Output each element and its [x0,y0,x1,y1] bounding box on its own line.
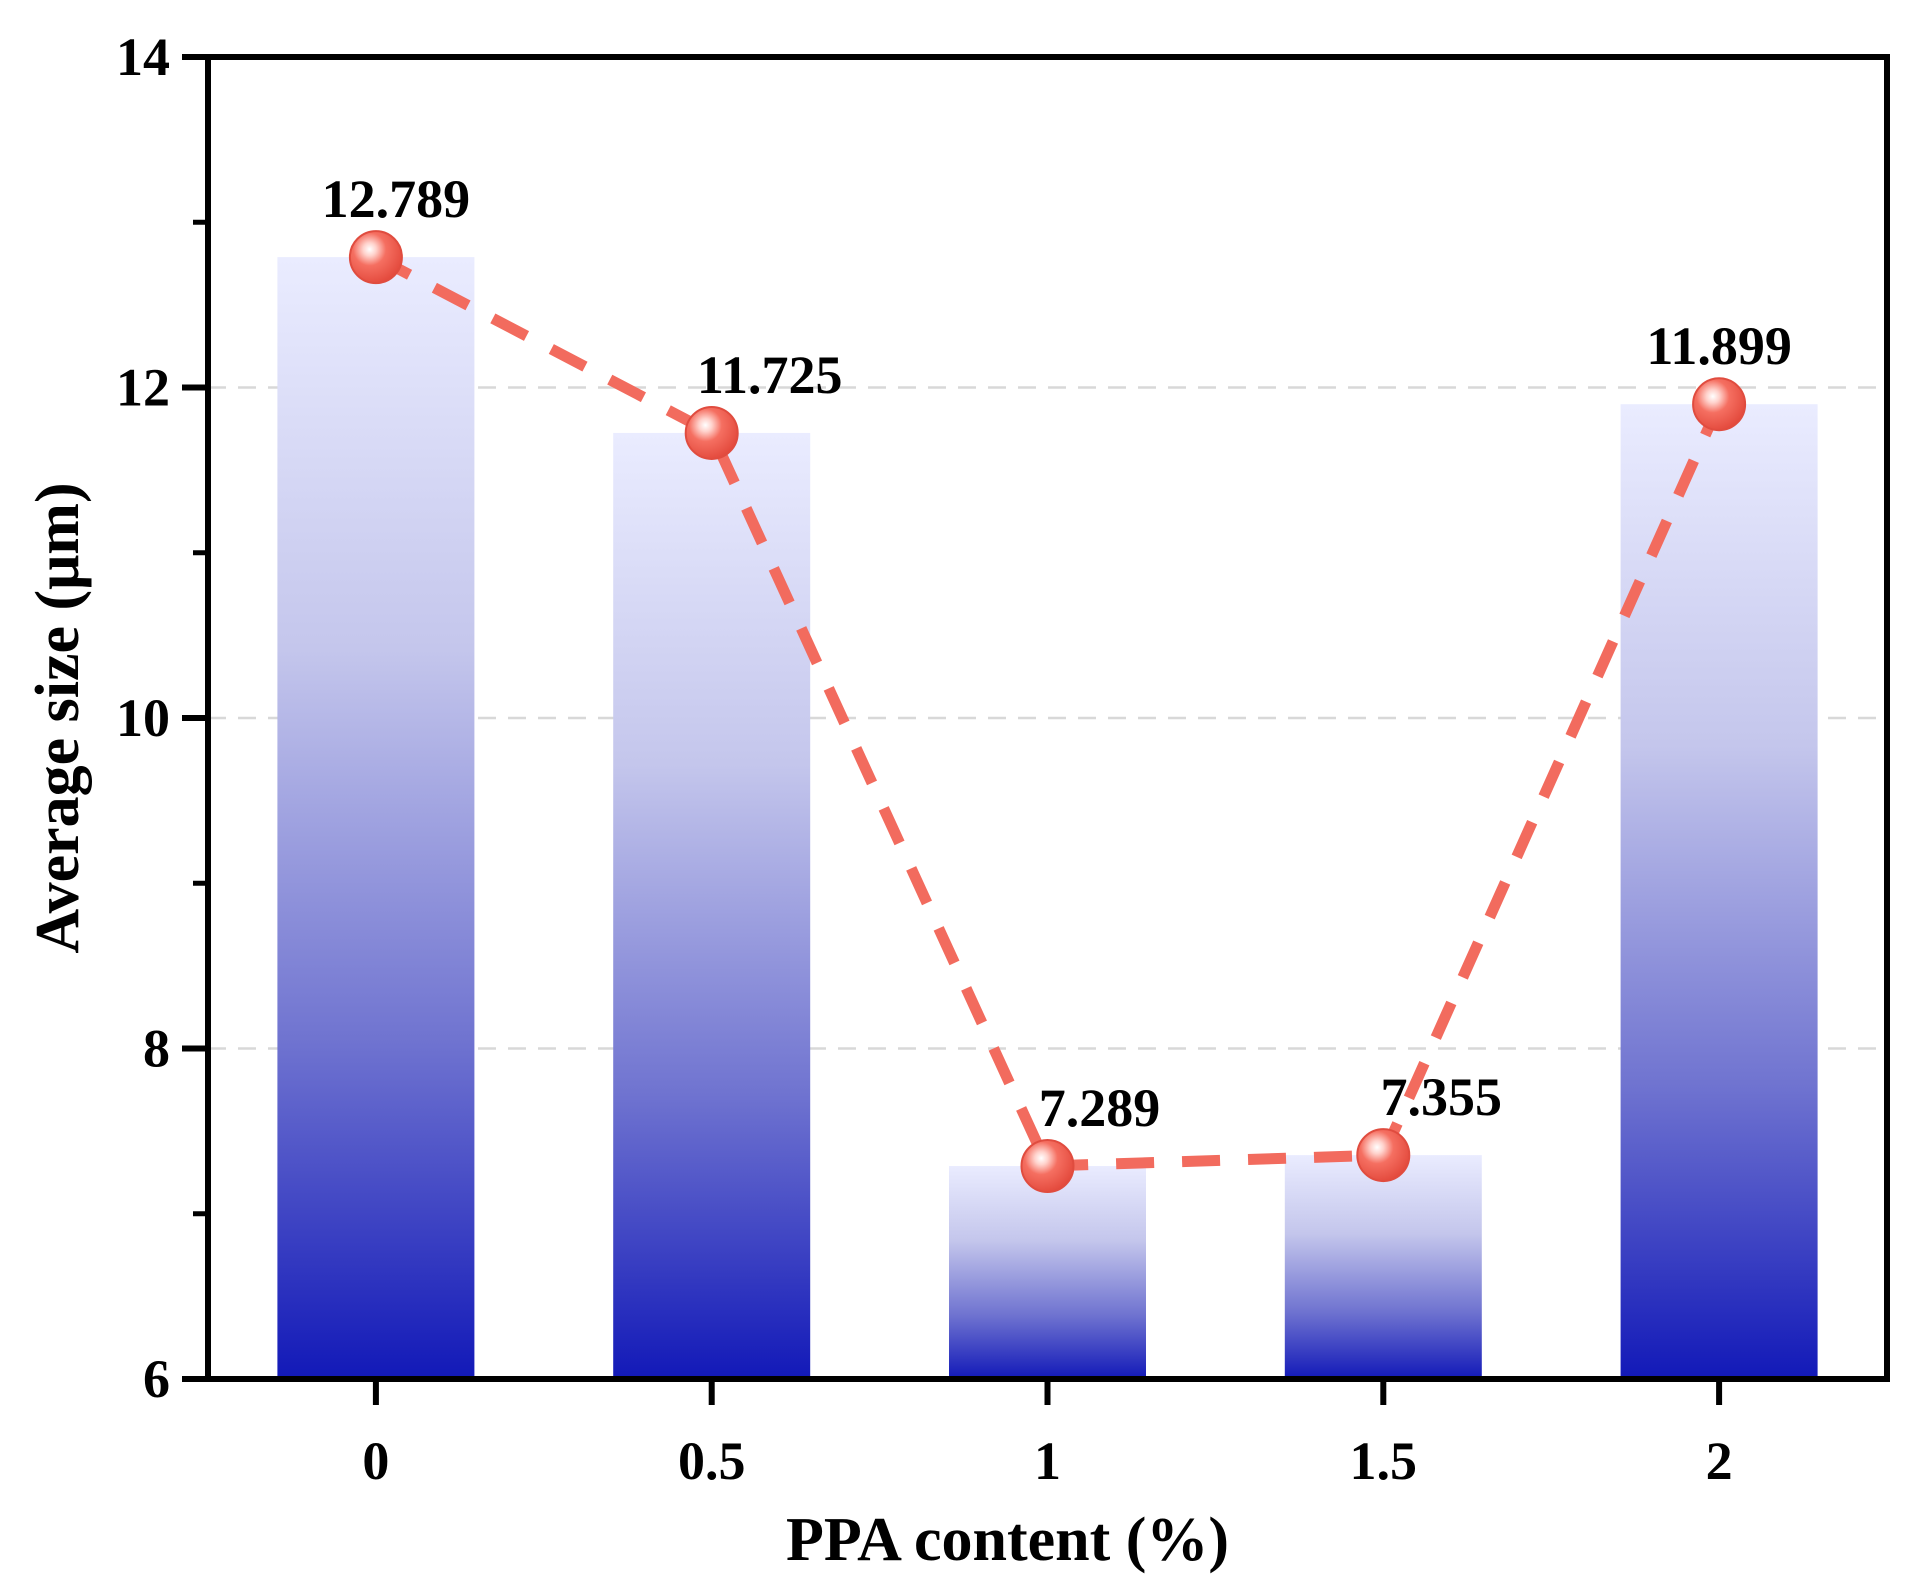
y-axis-title: Average size (μm) [24,482,92,953]
y-tick-label: 8 [143,1019,170,1079]
data-point-marker [348,230,403,285]
bar [1620,404,1818,1379]
x-axis-title: PPA content (%) [786,1506,1229,1574]
bars [277,257,1818,1380]
bar [613,432,811,1380]
data-label: 7.355 [1381,1067,1503,1127]
x-tick-label: 2 [1706,1431,1733,1491]
x-axis: 0 0.5 1 1.5 2 [362,1379,1733,1491]
trend-line [373,252,1725,1172]
x-tick-label: 1 [1034,1431,1061,1491]
grid-lines [208,386,1887,1050]
data-point-marker [1020,1138,1075,1193]
y-tick-label: 6 [143,1349,170,1409]
data-label: 12.789 [322,169,471,229]
data-point-marker [1356,1128,1411,1183]
bar [1284,1155,1482,1379]
data-label: 11.725 [697,345,843,405]
bar [949,1165,1146,1379]
bar [277,257,475,1380]
y-tick-label: 10 [116,688,170,748]
data-point-marker [684,405,739,460]
y-tick-label: 14 [116,27,170,87]
x-tick-label: 0.5 [678,1431,746,1491]
data-labels: 12.789 11.725 7.289 7.355 11.899 [322,169,1792,1138]
x-tick-label: 0 [362,1431,389,1491]
markers [348,230,1747,1193]
y-tick-label: 12 [116,358,170,418]
data-label: 11.899 [1646,316,1792,376]
data-point-marker [1692,377,1747,432]
x-tick-label: 1.5 [1350,1431,1418,1491]
y-axis: 6 8 10 12 14 [116,27,208,1409]
data-label: 7.289 [1039,1078,1161,1138]
